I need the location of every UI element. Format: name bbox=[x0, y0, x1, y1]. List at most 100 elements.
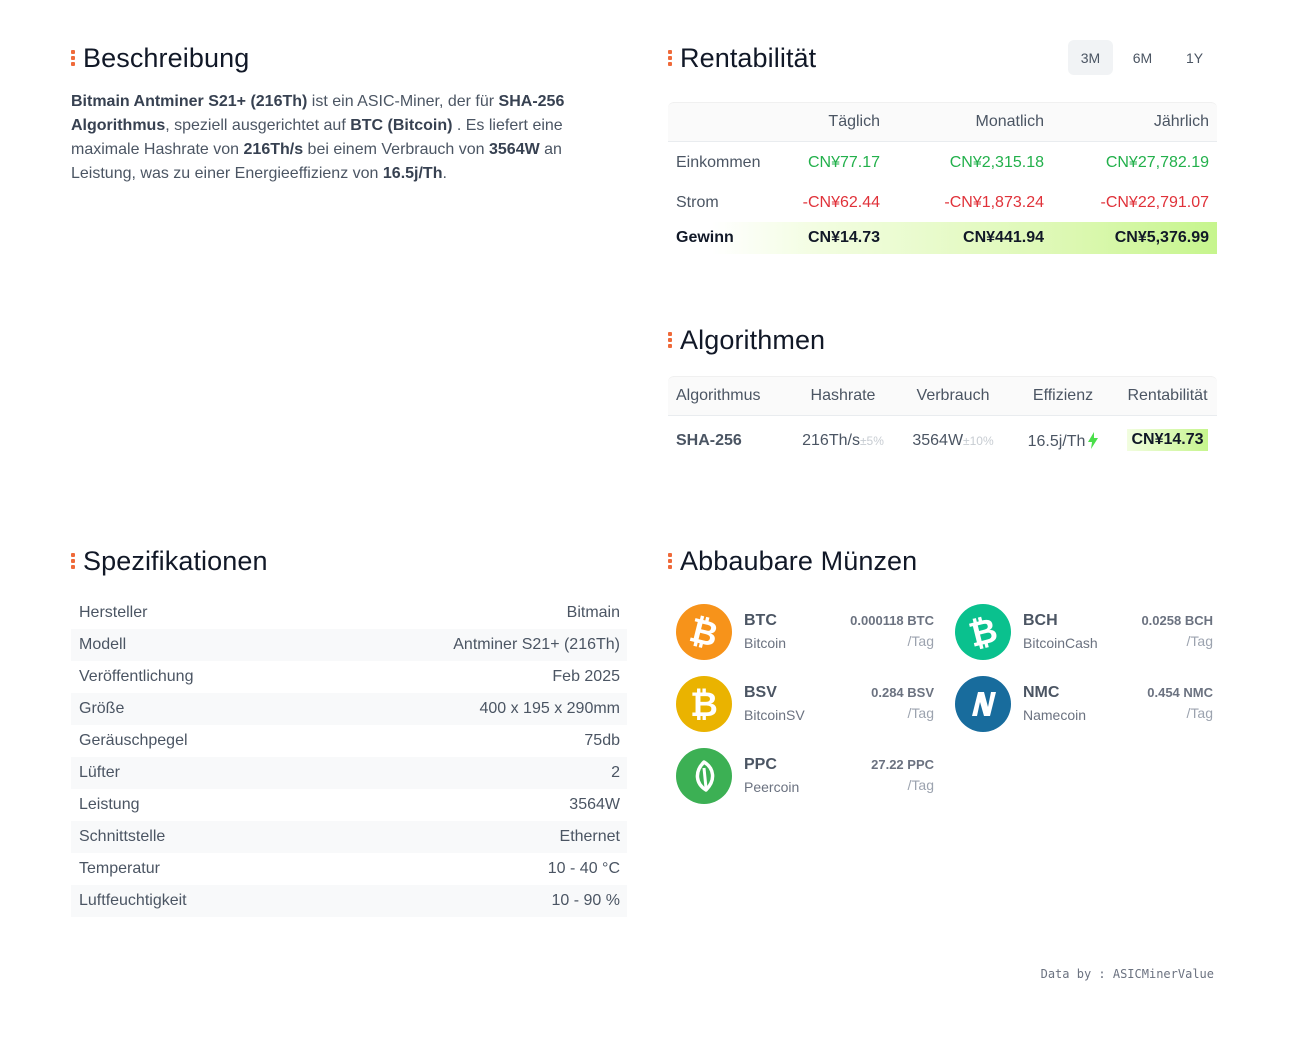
algorithm-name: SHA-256 bbox=[676, 432, 742, 449]
description-segment: bei einem Verbrauch von bbox=[303, 141, 489, 158]
coins-header: Abbaubare Münzen bbox=[668, 543, 1217, 579]
electricity-yearly: -CN¥22,791.07 bbox=[1100, 194, 1209, 211]
algorithm-profit: CN¥14.73 bbox=[1127, 429, 1208, 451]
coin-amount: 27.22 PPC bbox=[871, 757, 934, 772]
specifications-header: Spezifikationen bbox=[71, 543, 627, 579]
spec-label: Schnittstelle bbox=[79, 828, 166, 845]
period-1y-button[interactable]: 1Y bbox=[1185, 49, 1204, 66]
description-segment: SHA-256 Algorithmus bbox=[71, 93, 565, 134]
svg-text:₿: ₿ bbox=[965, 610, 1002, 656]
coin-period: /Tag bbox=[907, 777, 934, 793]
coin-item-bsv[interactable]: ₿ BSV BitcoinSV 0.284 BSV /Tag bbox=[668, 675, 938, 737]
coin-item-bch[interactable]: ₿ BCH BitcoinCash 0.0258 BCH /Tag bbox=[947, 603, 1217, 665]
description-header: Beschreibung bbox=[71, 40, 601, 76]
section-marker-icon bbox=[668, 50, 672, 66]
coin-period: /Tag bbox=[1186, 705, 1213, 721]
spec-row-interface: Schnittstelle Ethernet bbox=[71, 821, 627, 853]
coin-amount: 0.454 NMC bbox=[1147, 685, 1213, 700]
power-value: 3564W bbox=[912, 432, 964, 449]
income-daily: CN¥77.17 bbox=[807, 154, 880, 171]
description-segment: . bbox=[442, 165, 447, 182]
coin-item-ppc[interactable]: PPC Peercoin 27.22 PPC /Tag bbox=[668, 747, 938, 809]
spec-row-size: Größe 400 x 195 x 290mm bbox=[71, 693, 627, 725]
profit-daily: CN¥14.73 bbox=[807, 229, 880, 246]
namecoin-icon bbox=[955, 676, 1011, 732]
profit-yearly: CN¥5,376.99 bbox=[1114, 229, 1209, 246]
description-segment: ist ein ASIC-Miner, der für bbox=[307, 93, 499, 110]
coin-amount: 0.284 BSV bbox=[871, 685, 934, 700]
spec-value: Bitmain bbox=[566, 604, 620, 621]
coin-amount: 0.0258 BCH bbox=[1141, 613, 1213, 628]
profitability-title: Rentabilität bbox=[680, 42, 817, 73]
spec-label: Temperatur bbox=[79, 860, 160, 877]
spec-label: Modell bbox=[79, 636, 127, 653]
spec-label: Hersteller bbox=[79, 604, 148, 621]
specifications-section: Spezifikationen Hersteller Bitmain Modell… bbox=[71, 543, 627, 917]
electricity-row: Strom -CN¥62.44 -CN¥1,873.24 -CN¥22,791.… bbox=[668, 184, 1217, 222]
lightning-bolt-icon bbox=[1088, 431, 1099, 449]
spec-value: 10 - 40 °C bbox=[547, 860, 620, 877]
description-text: Bitmain Antminer S21+ (216Th) ist ein AS… bbox=[71, 90, 601, 186]
period-3m-button[interactable]: 3M bbox=[1068, 40, 1113, 75]
spec-label: Größe bbox=[79, 700, 125, 717]
coin-name: BitcoinSV bbox=[744, 707, 805, 723]
algorithm-power: 3564W±10% bbox=[898, 432, 1008, 450]
description-segment: 16.5j/Th bbox=[382, 165, 443, 182]
profitability-section: Rentabilität 3M 6M 1Y Täglich Monatlich … bbox=[668, 40, 1217, 254]
column-header-monthly: Monatlich bbox=[975, 113, 1044, 130]
electricity-daily: -CN¥62.44 bbox=[802, 194, 880, 211]
bitcoin-sv-icon: ₿ bbox=[676, 676, 732, 732]
profitability-table: Täglich Monatlich Jährlich Einkommen CN¥… bbox=[668, 102, 1217, 254]
coin-symbol: BTC bbox=[744, 612, 777, 629]
spec-value: 2 bbox=[611, 764, 620, 781]
mineable-coins-section: Abbaubare Münzen ₿ BTC Bitcoin 0.000118 … bbox=[668, 543, 1217, 804]
bitcoin-cash-icon: ₿ bbox=[955, 604, 1011, 660]
spec-value: 10 - 90 % bbox=[551, 892, 620, 909]
algorithms-title: Algorithmen bbox=[680, 324, 826, 355]
spec-row-temperature: Temperatur 10 - 40 °C bbox=[71, 853, 627, 885]
spec-value: Ethernet bbox=[559, 828, 620, 845]
coin-name: Peercoin bbox=[744, 779, 800, 795]
period-6m-button[interactable]: 6M bbox=[1132, 49, 1153, 66]
profitability-header: Rentabilität bbox=[668, 40, 1217, 76]
profit-monthly: CN¥441.94 bbox=[963, 229, 1044, 246]
period-selector: 3M 6M 1Y bbox=[1061, 40, 1217, 75]
profitability-table-header: Täglich Monatlich Jährlich bbox=[668, 102, 1217, 142]
spec-row-manufacturer: Hersteller Bitmain bbox=[71, 597, 627, 629]
section-marker-icon bbox=[71, 553, 75, 569]
algorithms-table: Algorithmus Hashrate Verbrauch Effizienz… bbox=[668, 376, 1217, 466]
coin-period: /Tag bbox=[907, 633, 934, 649]
coin-item-btc[interactable]: ₿ BTC Bitcoin 0.000118 BTC /Tag bbox=[668, 603, 938, 665]
spec-label: Leistung bbox=[79, 796, 140, 813]
column-header-yearly: Jährlich bbox=[1153, 113, 1209, 130]
algorithms-section: Algorithmen Algorithmus Hashrate Verbrau… bbox=[668, 322, 1217, 466]
spec-row-power: Leistung 3564W bbox=[71, 789, 627, 821]
row-label: Strom bbox=[676, 194, 719, 211]
coin-period: /Tag bbox=[907, 705, 934, 721]
electricity-monthly: -CN¥1,873.24 bbox=[944, 194, 1044, 211]
efficiency-value: 16.5j/Th bbox=[1027, 432, 1086, 450]
column-header-algorithm: Algorithmus bbox=[676, 387, 761, 404]
algorithm-hashrate: 216Th/s±5% bbox=[788, 432, 898, 450]
section-marker-icon bbox=[668, 553, 672, 569]
coin-symbol: BSV bbox=[744, 684, 777, 701]
coins-title: Abbaubare Münzen bbox=[680, 545, 918, 576]
coin-symbol: PPC bbox=[744, 756, 777, 773]
column-header-power: Verbrauch bbox=[916, 387, 990, 404]
algorithm-profit-cell: CN¥14.73 bbox=[1118, 429, 1217, 451]
coin-name: Namecoin bbox=[1023, 707, 1087, 723]
section-marker-icon bbox=[71, 50, 75, 66]
description-segment: 3564W bbox=[489, 141, 540, 158]
column-header-efficiency: Effizienz bbox=[1032, 387, 1094, 404]
spec-label: Geräuschpegel bbox=[79, 732, 188, 749]
coin-period: /Tag bbox=[1186, 633, 1213, 649]
spec-label: Luftfeuchtigkeit bbox=[79, 892, 187, 909]
svg-text:₿: ₿ bbox=[685, 610, 722, 656]
coin-item-nmc[interactable]: NMC Namecoin 0.454 NMC /Tag bbox=[947, 675, 1217, 737]
algorithms-header: Algorithmen bbox=[668, 322, 1217, 358]
column-header-hashrate: Hashrate bbox=[810, 387, 876, 404]
algorithm-efficiency: 16.5j/Th bbox=[1008, 431, 1118, 451]
bitcoin-icon: ₿ bbox=[676, 604, 732, 660]
spec-row-fans: Lüfter 2 bbox=[71, 757, 627, 789]
column-header-profitability: Rentabilität bbox=[1127, 387, 1208, 404]
